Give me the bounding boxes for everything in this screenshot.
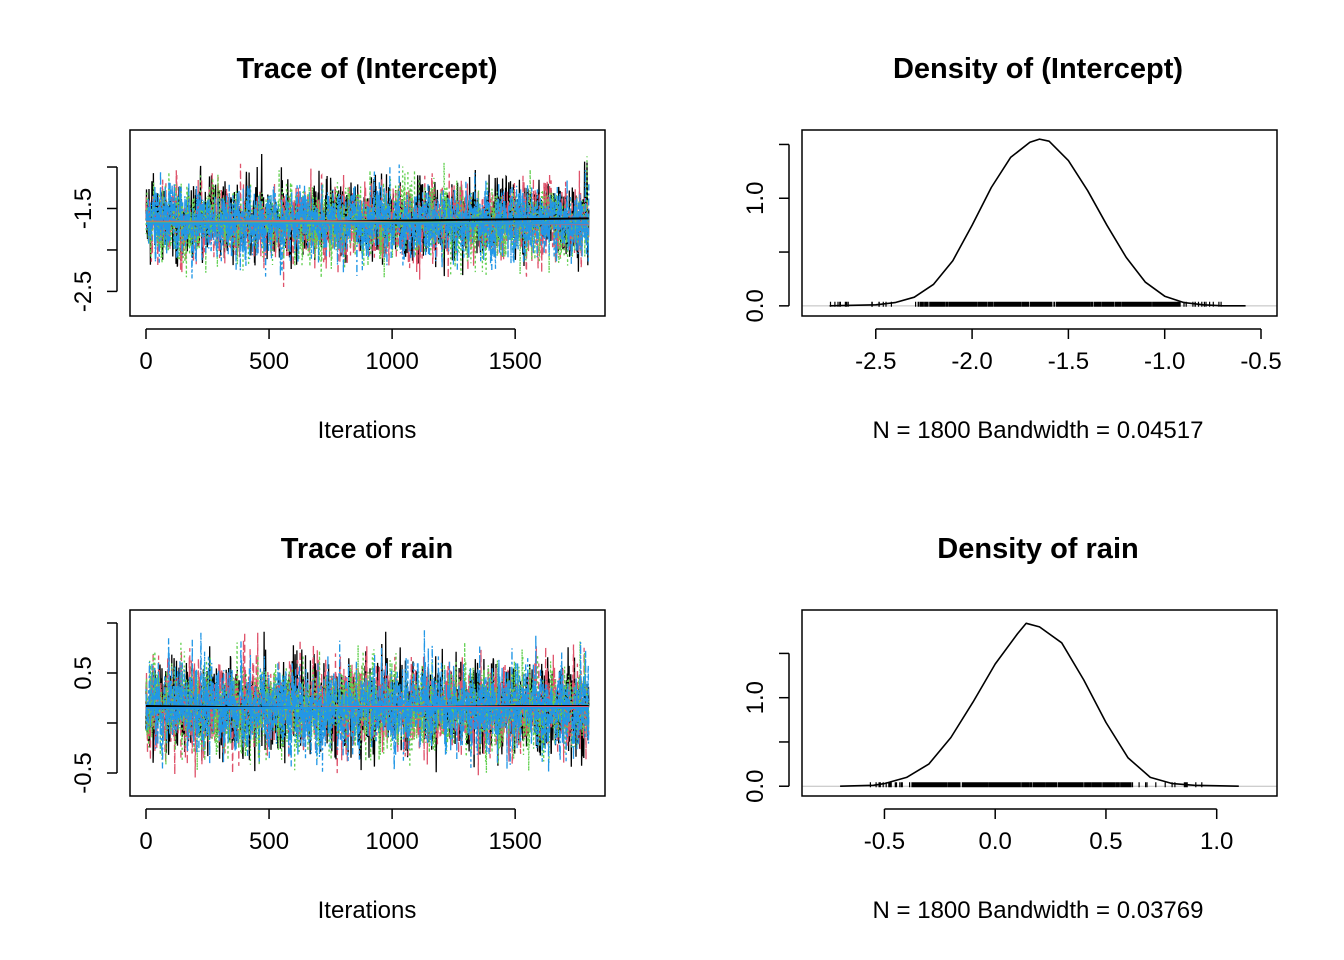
y-tick-label: 0.5 [70, 656, 97, 689]
trace-series-group [145, 630, 590, 778]
panel-title: Trace of rain [281, 533, 453, 565]
x-tick-label: 1000 [365, 828, 418, 855]
y-tick-label: -0.5 [70, 752, 97, 793]
x-tick-label: 1500 [488, 348, 541, 375]
y-tick-label: 0.0 [742, 289, 769, 322]
axes: 0 500 1000 1500 -2.5 -1.5 [70, 166, 542, 375]
trace-series-4 [145, 630, 590, 773]
x-axis-label: Iterations [318, 417, 417, 444]
density-marks-group [802, 622, 1277, 788]
x-tick-label: -0.5 [864, 828, 905, 855]
y-tick-label: 1.0 [742, 182, 769, 215]
x-tick-label: 1.0 [1200, 828, 1233, 855]
density-curve [840, 622, 1239, 787]
panel-trace-intercept: Trace of (Intercept) 0 500 1000 1500 -2.5 -1.… [70, 53, 606, 444]
y-tick-label: 0.0 [742, 770, 769, 803]
x-axis-label: N = 1800 Bandwidth = 0.03769 [873, 897, 1204, 924]
trace-series-group [145, 153, 590, 288]
plot-frame [801, 129, 1278, 317]
x-tick-label: 500 [249, 828, 289, 855]
x-tick-label: 1500 [488, 828, 541, 855]
rug-marks [869, 782, 1203, 788]
panel-trace-rain: Trace of rain 0 500 1000 1500 -0.5 0.5 Iterat… [70, 533, 606, 924]
trace-series-4 [145, 164, 590, 279]
x-tick-label: -2.0 [951, 348, 992, 375]
y-tick-label: 1.0 [742, 681, 769, 714]
panel-title: Trace of (Intercept) [236, 53, 497, 85]
panel-density-intercept: Density of (Intercept) -2.5 -2.0 -1.5 -1.0-… [742, 53, 1282, 444]
plot-frame [129, 129, 606, 317]
plot-frame [129, 609, 606, 797]
x-tick-label: 0 [139, 828, 152, 855]
x-tick-label: 0.0 [979, 828, 1012, 855]
x-axis-label: Iterations [318, 897, 417, 924]
density-marks-group [802, 138, 1277, 307]
x-tick-label: 500 [249, 348, 289, 375]
axes: -2.5 -2.0 -1.5 -1.0 -0.5 0.0 1.0 [742, 143, 1282, 375]
x-tick-label: -1.5 [1048, 348, 1089, 375]
panel-density-rain: Density of rain -0.5 0.0 0.5 1.0 0.0 1.0 N = … [742, 533, 1278, 924]
panel-title: Density of (Intercept) [893, 53, 1183, 85]
x-axis-label: N = 1800 Bandwidth = 0.04517 [873, 417, 1204, 444]
x-tick-label: 0 [139, 348, 152, 375]
y-tick-label: -2.5 [70, 271, 97, 312]
density-curve [829, 138, 1246, 307]
x-tick-label: -1.0 [1144, 348, 1185, 375]
axes: 0 500 1000 1500 -0.5 0.5 [70, 622, 542, 855]
plot-frame [801, 609, 1278, 797]
x-tick-label: -0.5 [1240, 348, 1281, 375]
panel-title: Density of rain [937, 533, 1138, 565]
x-tick-label: 0.5 [1089, 828, 1122, 855]
x-tick-label: 1000 [365, 348, 418, 375]
rug-marks [829, 301, 1222, 307]
x-tick-label: -2.5 [855, 348, 896, 375]
y-tick-label: -1.5 [70, 188, 97, 229]
axes: -0.5 0.0 0.5 1.0 0.0 1.0 [742, 652, 1233, 855]
